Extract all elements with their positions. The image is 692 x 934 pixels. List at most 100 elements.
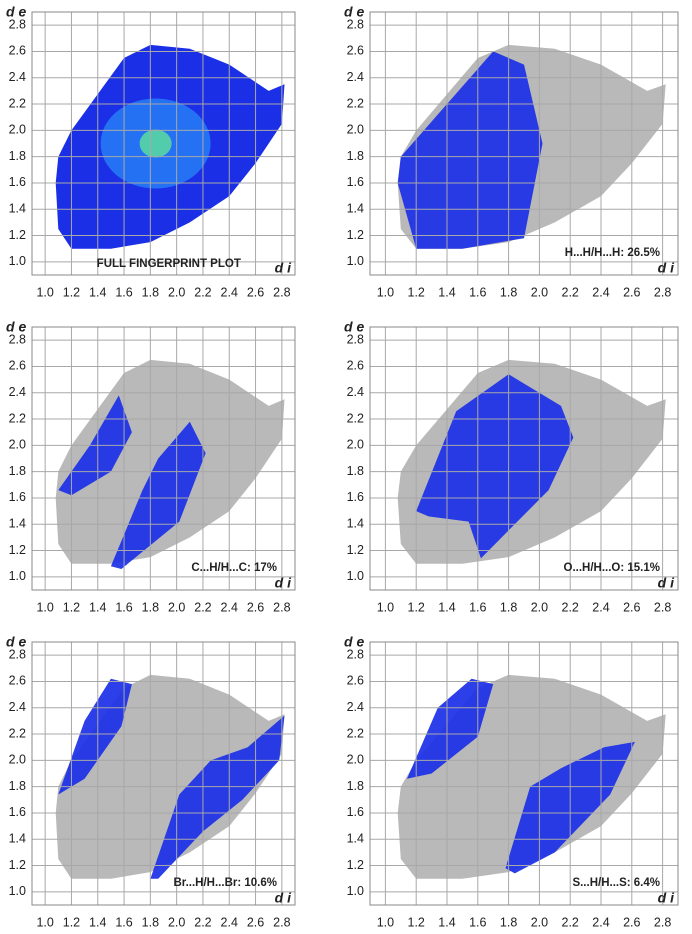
y-tick-label: 2.2: [9, 411, 26, 425]
annotation: H...H/H...H: 26.5%: [565, 247, 660, 259]
x-axis-label: d i: [275, 890, 292, 906]
plot-frame: [31, 11, 296, 276]
x-tick-label: 2.6: [623, 915, 640, 929]
y-tick-label: 2.8: [347, 332, 364, 346]
x-tick-label: 2.0: [531, 285, 548, 299]
y-tick-label: 2.4: [9, 70, 26, 84]
x-tick-label: 2.0: [168, 600, 185, 614]
y-tick-label: 1.2: [347, 543, 364, 557]
x-tick-label: 2.2: [562, 600, 579, 614]
x-tick-label: 2.6: [247, 600, 264, 614]
y-tick-label: 2.8: [9, 332, 26, 346]
y-tick-label: 1.8: [9, 779, 26, 793]
plot-frame: [31, 326, 296, 591]
y-tick-label: 2.4: [9, 700, 26, 714]
x-tick-label: 2.4: [592, 285, 609, 299]
point-cloud-contact: [110, 421, 206, 569]
y-tick-label: 2.6: [347, 674, 364, 688]
y-tick-label: 2.0: [347, 123, 364, 137]
y-tick-label: 2.2: [347, 726, 364, 740]
x-tick-label: 1.8: [500, 600, 517, 614]
y-tick-label: 1.0: [9, 254, 26, 268]
x-tick-label: 1.6: [469, 915, 486, 929]
y-tick-label: 1.6: [347, 490, 364, 504]
y-axis-label: d e: [344, 634, 364, 650]
point-cloud-contact: [150, 715, 285, 879]
fingerprint-panel: 1.0 1.2 1.4 1.6 1.8 2.0 2.2 2.4 2.6 2.8 1.0 1.2 1.4 1…: [6, 319, 296, 614]
plot-frame: [369, 326, 679, 591]
x-tick-label: 1.8: [500, 285, 517, 299]
y-tick-label: 1.4: [9, 832, 26, 846]
x-tick-label: 2.6: [247, 285, 264, 299]
y-tick-label: 1.4: [347, 202, 364, 216]
y-tick-label: 1.0: [347, 884, 364, 898]
x-tick-label: 2.6: [623, 600, 640, 614]
y-tick-label: 1.2: [9, 858, 26, 872]
x-tick-label: 1.4: [438, 285, 455, 299]
y-tick-label: 2.6: [9, 44, 26, 58]
x-tick-label: 1.0: [377, 285, 394, 299]
y-tick-label: 2.6: [347, 359, 364, 373]
y-tick-label: 1.2: [347, 858, 364, 872]
annotation: S...H/H...S: 6.4%: [572, 877, 660, 889]
x-tick-label: 1.6: [115, 915, 132, 929]
x-tick-label: 1.6: [115, 285, 132, 299]
y-tick-label: 2.0: [347, 438, 364, 452]
y-axis-label: d e: [344, 319, 364, 335]
x-tick-label: 2.0: [531, 600, 548, 614]
x-tick-label: 2.4: [221, 600, 238, 614]
x-tick-label: 1.0: [36, 285, 53, 299]
x-tick-label: 2.4: [221, 915, 238, 929]
y-tick-label: 2.0: [9, 438, 26, 452]
y-tick-label: 2.8: [9, 647, 26, 661]
x-tick-label: 2.8: [273, 600, 290, 614]
y-tick-label: 1.6: [9, 175, 26, 189]
x-tick-label: 2.8: [273, 915, 290, 929]
y-axis-label: d e: [344, 4, 364, 20]
y-tick-label: 1.4: [9, 202, 26, 216]
y-tick-label: 2.4: [9, 385, 26, 399]
fingerprint-panel: 1.0 1.2 1.4 1.6 1.8 2.0 2.2 2.4 2.6 2.8 1.0 1.2 1.4 1…: [344, 634, 679, 929]
x-tick-label: 1.6: [115, 600, 132, 614]
y-tick-label: 2.0: [347, 753, 364, 767]
y-tick-label: 2.0: [9, 123, 26, 137]
annotation: O...H/H...O: 15.1%: [564, 562, 661, 574]
x-tick-label: 2.8: [654, 285, 671, 299]
y-axis-label: d e: [6, 319, 26, 335]
x-tick-label: 1.0: [36, 600, 53, 614]
x-tick-label: 1.8: [142, 285, 159, 299]
y-tick-label: 1.8: [347, 779, 364, 793]
y-tick-label: 1.0: [9, 884, 26, 898]
x-axis-label: d i: [658, 260, 675, 276]
x-tick-label: 2.0: [531, 915, 548, 929]
y-tick-label: 2.8: [347, 647, 364, 661]
fingerprint-panel: 1.0 1.2 1.4 1.6 1.8 2.0 2.2 2.4 2.6 2.8 1.0 1.2 1.4 1…: [6, 4, 296, 299]
point-cloud-contact: [416, 374, 574, 559]
x-tick-label: 2.8: [654, 600, 671, 614]
x-tick-label: 1.0: [36, 915, 53, 929]
y-tick-label: 2.6: [9, 359, 26, 373]
x-tick-label: 2.4: [592, 915, 609, 929]
y-tick-label: 1.4: [347, 832, 364, 846]
y-tick-label: 1.2: [9, 228, 26, 242]
x-tick-label: 2.2: [194, 285, 211, 299]
x-tick-label: 2.0: [168, 915, 185, 929]
y-axis-label: d e: [6, 634, 26, 650]
x-tick-label: 2.4: [221, 285, 238, 299]
y-tick-label: 1.8: [9, 149, 26, 163]
x-tick-label: 2.6: [623, 285, 640, 299]
x-axis-label: d i: [275, 260, 292, 276]
x-tick-label: 1.0: [377, 600, 394, 614]
y-tick-label: 1.2: [347, 228, 364, 242]
y-tick-label: 2.8: [347, 17, 364, 31]
plot-frame: [369, 11, 679, 276]
x-tick-label: 1.4: [89, 600, 106, 614]
x-tick-label: 1.6: [469, 285, 486, 299]
y-tick-label: 1.8: [347, 464, 364, 478]
y-tick-label: 1.6: [347, 175, 364, 189]
y-tick-label: 1.4: [347, 517, 364, 531]
x-tick-label: 1.4: [438, 915, 455, 929]
x-tick-label: 2.8: [654, 915, 671, 929]
y-tick-label: 1.0: [9, 569, 26, 583]
y-tick-label: 2.4: [347, 70, 364, 84]
